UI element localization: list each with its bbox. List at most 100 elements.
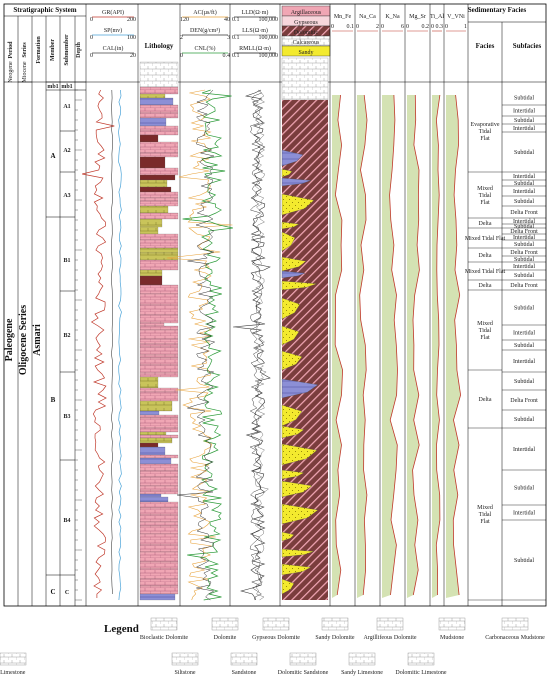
facies-label-8: Delta (479, 397, 492, 403)
lithology-bed (139, 470, 179, 478)
subfacies-column: SubtidalIntertidalSubtidalIntertidalSubt… (502, 96, 546, 601)
lithology-bed (139, 314, 179, 324)
gr-range-min: 0 (90, 17, 93, 23)
legend-swatch-12 (0, 652, 27, 666)
lithology-bed (139, 476, 179, 487)
subfacies-label-21: Intertidal (513, 331, 535, 337)
legend-label-12: Bioclastic Limestone (0, 670, 26, 676)
composition-sand-lens (281, 404, 303, 427)
lls-curve (254, 89, 269, 601)
facies-header: Facies (476, 42, 495, 50)
submember-b2: B2 (63, 333, 70, 339)
composition-sand-lens (281, 280, 318, 291)
subfacies-label-28: Subtidal (514, 486, 534, 492)
lithology-bed (139, 357, 179, 366)
facies-word: Flat (480, 335, 490, 341)
lithology-bed (139, 446, 166, 456)
composition-sand-lens (281, 548, 315, 558)
lithology-bed (139, 457, 172, 465)
lithology-bed (139, 521, 179, 527)
facies-label-7: Mixed Tidal Flat (477, 321, 493, 341)
legend-swatch-6 (501, 617, 529, 631)
lithology-bed (139, 417, 179, 429)
lithology-bed (139, 496, 169, 503)
sp-curve (118, 89, 122, 601)
ratio-min-1: 0 (356, 24, 359, 30)
ratio-curve-2 (389, 94, 398, 596)
subfacies-label-18: Subtidal (514, 273, 534, 279)
lithology-bed (139, 134, 159, 143)
composition-sand-lens (281, 531, 295, 542)
lithology-bed (139, 174, 176, 181)
composition-sand-lens (281, 193, 315, 216)
subfacies-label-13: Intertidal (513, 235, 535, 241)
composition-sand-lens (281, 578, 295, 595)
submember-a3: A3 (63, 193, 70, 199)
legend-swatch-9 (289, 652, 317, 666)
composition-dolomitic-fill (282, 100, 328, 600)
composition-sand-lens (281, 270, 306, 279)
cal-curve (110, 89, 114, 595)
legend-label-2: Gypseous Dolomite (252, 635, 300, 641)
lithology-bed (139, 410, 160, 416)
legend-label-7: Siltstone (174, 670, 195, 676)
legend-swatch-4 (376, 617, 404, 631)
subfacies-label-22: Subtidal (514, 343, 534, 349)
lithology-bed (139, 259, 179, 271)
legend-label-5: Mudstone (440, 635, 464, 641)
lithology-bed (139, 343, 179, 348)
period-paleogene: Paleogene (4, 318, 15, 361)
rmll-curve-label: RMLL(Ω·m) (239, 45, 271, 52)
subfacies-label-29: Intertidal (513, 511, 535, 517)
sp-range-max: 100 (127, 35, 136, 41)
gr-curve-label: GR(API) (102, 9, 124, 16)
legend-swatch-8 (230, 652, 258, 666)
lithology-bed (139, 167, 179, 176)
composition-sand-lens (281, 425, 305, 439)
ratio-curve-3 (412, 94, 420, 596)
ac-range-max: 40 (224, 17, 230, 23)
comp-gypseous: Gypseous (294, 20, 318, 26)
facies-word: Flat (480, 519, 490, 525)
formation-header: Formation (36, 36, 42, 64)
subfacies-label-12: Delta Front (510, 229, 538, 235)
figure-frame (3, 3, 547, 607)
composition-sand-lens (281, 149, 304, 167)
lithology-bed (139, 437, 173, 444)
facies-word: Tidal (479, 129, 492, 135)
facies-word: Mixed (477, 321, 493, 327)
lithology-bed (139, 269, 163, 277)
facies-word: Tidal (479, 328, 492, 334)
ratio-max-2: 6 (401, 24, 404, 30)
strat-system-header: Stratigraphic System (13, 6, 76, 14)
lithology-bed (139, 191, 179, 199)
lithology-bed (139, 427, 179, 433)
composition-top (281, 57, 329, 101)
ratio-header-2: K_Na (385, 14, 400, 20)
lithology-bed (139, 212, 179, 220)
lithology-bed (139, 485, 179, 492)
facies-label-0: Evaporative Tidal Flat (471, 122, 500, 142)
lithology-bed (139, 400, 173, 412)
den-curve-label: DEN(g/cm³) (190, 27, 220, 34)
lithology-bed (139, 391, 179, 402)
member-c: C (50, 588, 55, 596)
lithology-bed (139, 544, 179, 553)
lithology-bed (139, 346, 179, 356)
lithology-bed (139, 372, 179, 378)
lithology-bed (139, 454, 179, 459)
lithology-bed (139, 578, 179, 587)
subfacies-label-14: Subtidal (514, 242, 534, 248)
ratio-header-1: Na_Ca (359, 14, 376, 20)
subfacies-label-7: Intertidal (513, 189, 535, 195)
facies-word: Delta (479, 397, 492, 403)
facies-label-5: Mixed Tidal Flat (465, 269, 506, 275)
lls-range-min: 0.1 (232, 35, 240, 41)
subfacies-label-5: Intertidal (513, 174, 535, 180)
legend-items: Bioclastic Dolomite Dolomite Gypseous Dolo… (0, 617, 545, 676)
lithology-bed (139, 233, 179, 241)
lithology-bed (139, 561, 179, 570)
ratio-fill-5 (446, 95, 461, 598)
lithology-bed (139, 376, 159, 389)
